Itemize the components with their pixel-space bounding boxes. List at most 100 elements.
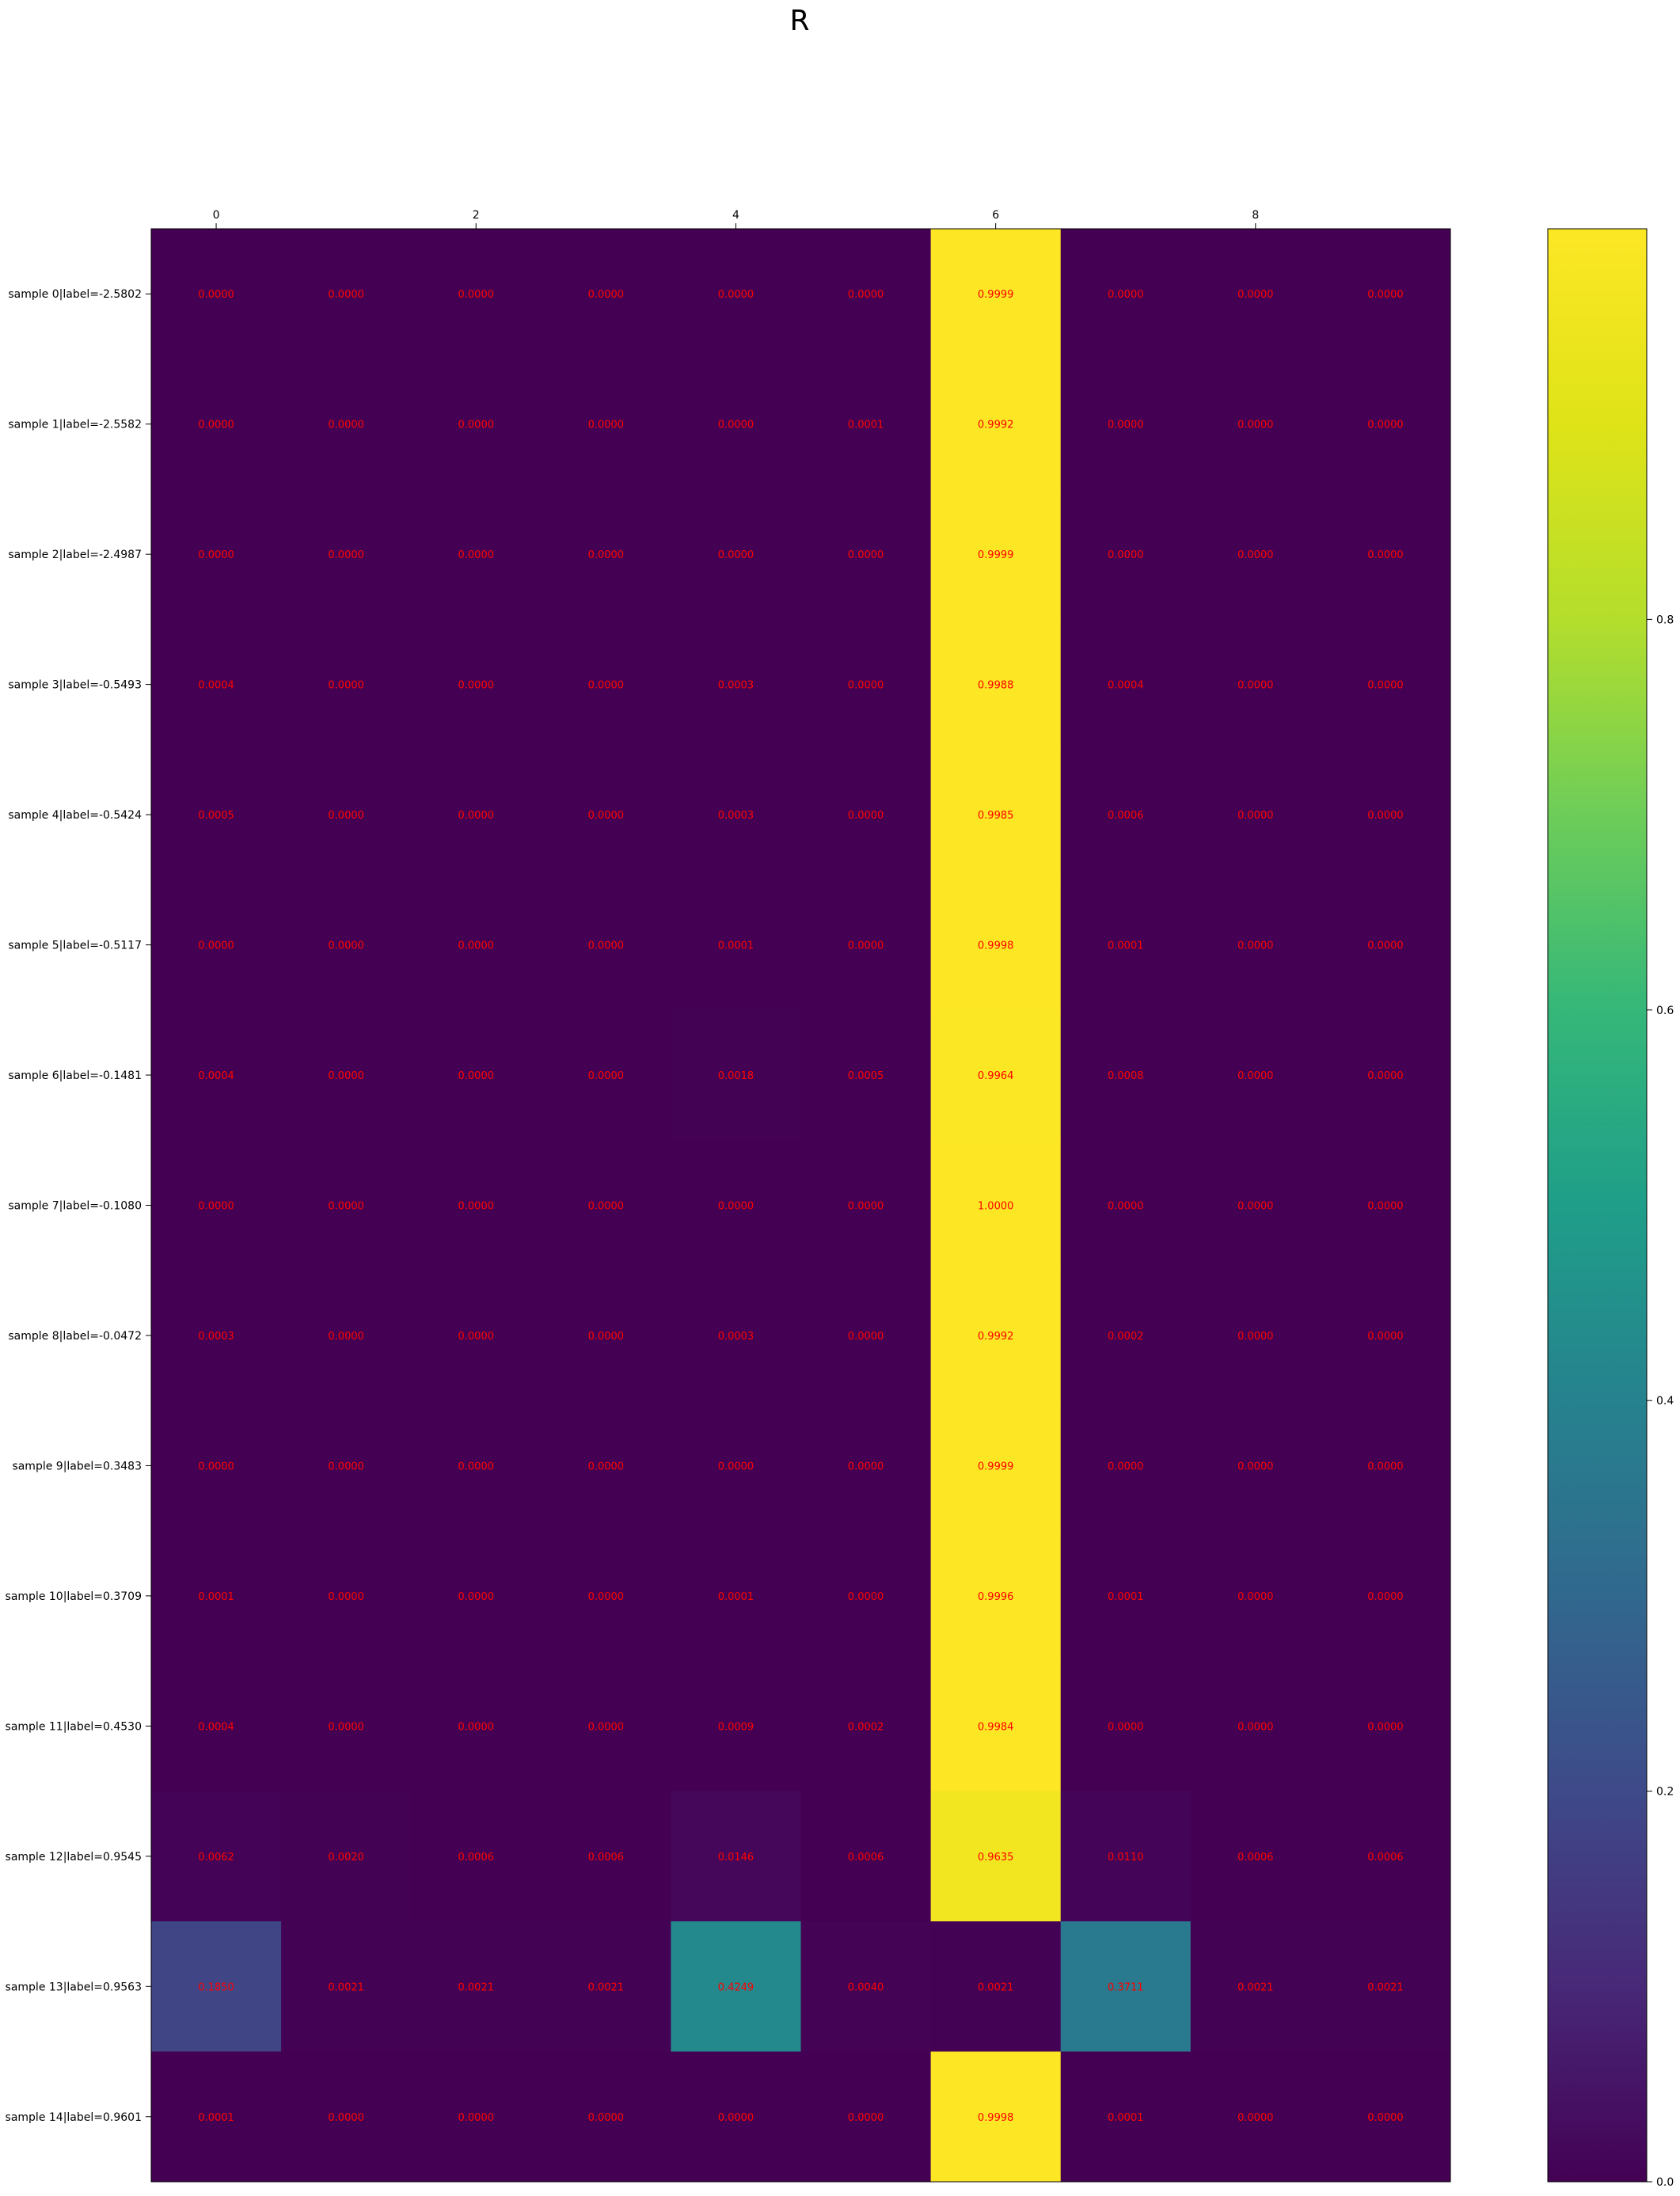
x-tick-label: 0 [213,209,220,222]
colorbar-tick-label: 0.2 [1656,1786,1674,1799]
heatmap-cell [1060,1661,1192,1792]
cell-value-label: 0.0000 [1237,420,1274,431]
heatmap-cell [1190,488,1321,620]
heatmap-cell [1060,1270,1192,1401]
cell-value-label: 0.9998 [978,2112,1014,2124]
heatmap-cell [411,488,542,620]
cell-value-label: 0.0000 [458,1070,495,1082]
cell-value-label: 0.0000 [1237,1070,1274,1082]
cell-value-label: 0.9999 [978,1461,1014,1472]
cell-value-label: 0.0021 [978,1981,1014,1993]
heatmap-cell [1190,619,1321,750]
cell-value-label: 0.0000 [1237,680,1274,692]
cell-value-label: 0.0000 [1367,2112,1404,2124]
heatmap-cell [930,229,1062,359]
heatmap-cell [800,1400,932,1532]
heatmap-cell [671,359,801,490]
heatmap-cell [1060,2051,1192,2183]
cell-value-label: 0.9985 [978,810,1014,822]
cell-value-label: 0.0000 [328,2112,364,2124]
cell-value-label: 0.9964 [978,1070,1014,1082]
heatmap-cell [1190,229,1321,359]
heatmap-cell [1060,749,1192,880]
cell-value-label: 0.0000 [588,810,625,822]
heatmap-cell [281,1791,412,1922]
cell-value-label: 0.0146 [718,1852,754,1864]
heatmap-cell [151,1140,282,1271]
heatmap-cell [541,749,671,880]
cell-value-label: 0.0000 [328,549,364,561]
heatmap-cell [671,229,801,359]
cell-value-label: 0.0000 [328,680,364,692]
cell-value-label: 0.9999 [978,289,1014,301]
cell-value-label: 0.0000 [198,289,234,301]
heatmap-cell [281,619,412,750]
heatmap-cell [151,488,282,620]
heatmap-cell [800,1661,932,1792]
heatmap-cell [1320,619,1451,750]
heatmap-cell [541,1791,671,1922]
heatmap-cell [671,1270,801,1401]
cell-value-label: 0.0000 [588,2112,625,2124]
heatmap-cell [1060,488,1192,620]
heatmap-cell [1320,359,1451,490]
cell-value-label: 0.0000 [458,680,495,692]
x-axis: 0 2 4 6 8 [213,209,1259,229]
cell-value-label: 0.0000 [328,289,364,301]
cell-value-label: 0.0021 [588,1981,625,1993]
cell-value-label: 0.0040 [848,1981,884,1993]
heatmap-cell [800,880,932,1011]
cell-value-label: 0.0000 [458,289,495,301]
heatmap-cell [1190,1400,1321,1532]
heatmap-cell [411,1400,542,1532]
heatmap-cell [411,1530,542,1662]
x-tick-label: 6 [992,209,999,222]
cell-value-label: 0.0000 [848,810,884,822]
colorbar-tick-label: 0.6 [1656,1005,1674,1017]
y-tick-label: sample 7|label=-0.1080 [8,1200,142,1213]
heatmap-cell [1320,1791,1451,1922]
cell-value-label: 0.0000 [328,940,364,952]
cell-value-label: 0.0006 [458,1852,495,1864]
y-tick-label: sample 4|label=-0.5424 [8,809,142,822]
heatmap-cell [671,749,801,880]
heatmap-cell [281,1921,412,2053]
cell-value-label: 0.0000 [458,1591,495,1603]
cell-value-label: 0.0000 [328,1201,364,1213]
cell-value-label: 0.9984 [978,1721,1014,1733]
heatmap-cell [800,229,932,359]
cell-value-label: 0.0003 [718,680,754,692]
heatmap-cell [151,749,282,880]
colorbar-tick-label: 0.4 [1656,1395,1674,1408]
heatmap-cell [930,359,1062,490]
cell-value-label: 0.0000 [1367,1331,1404,1343]
cell-value-label: 0.0000 [588,1461,625,1472]
cell-value-label: 0.0002 [1108,1331,1144,1343]
heatmap-cell [151,1270,282,1401]
heatmap-cell [151,1009,282,1141]
cell-value-label: 0.0000 [328,810,364,822]
heatmap-cell [411,1661,542,1792]
heatmap-cell [671,488,801,620]
cell-value-label: 0.4249 [718,1981,754,1993]
heatmap-cell [411,1140,542,1271]
heatmap-cell [411,619,542,750]
cell-value-label: 0.0004 [198,1721,234,1733]
y-axis: sample 0|label=-2.5802 sample 1|label=-2.… [6,288,151,2124]
cell-value-label: 0.0001 [1108,2112,1144,2124]
cell-value-label: 0.0000 [328,420,364,431]
cell-value-label: 0.0000 [1108,420,1144,431]
heatmap-cell [671,880,801,1011]
heatmap-cell [671,1921,801,2053]
cell-value-label: 0.0000 [718,2112,754,2124]
cell-value-label: 0.0000 [588,1591,625,1603]
cell-value-label: 0.0001 [1108,940,1144,952]
y-tick-label: sample 3|label=-0.5493 [8,679,142,692]
heatmap-cell [1320,1270,1451,1401]
heatmap-cell [1060,229,1192,359]
heatmap-cell [671,1791,801,1922]
heatmap-cell [151,1400,282,1532]
cell-value-label: 0.0021 [458,1981,495,1993]
x-tick-label: 8 [1252,209,1259,222]
